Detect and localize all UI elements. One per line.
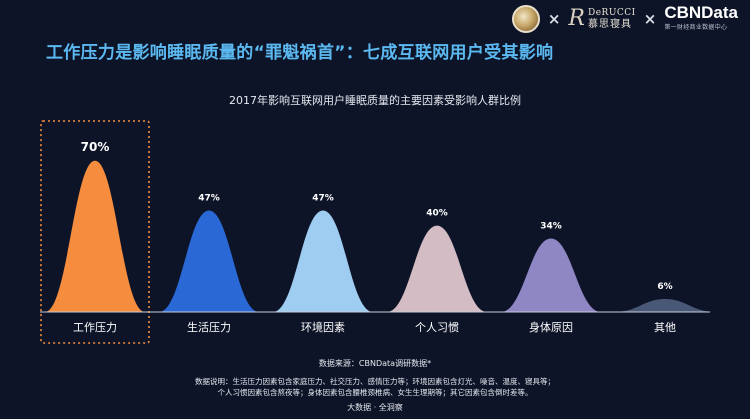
derucci-logo: R DeRUCCI 慕思寝具 (568, 6, 636, 31)
bell-shape (387, 225, 487, 312)
cbndata-logo-main: CBNData (664, 3, 738, 22)
bell-shape (159, 210, 259, 312)
partner-logos: × R DeRUCCI 慕思寝具 × CBNData 第一财经商业数据中心 (511, 4, 738, 34)
logo-separator: × (547, 10, 561, 28)
value-label: 34% (540, 222, 562, 232)
category-label: 生活压力 (187, 320, 231, 334)
category-label: 身体原因 (529, 320, 573, 334)
data-note-line2: 个人习惯因素包含熬夜等；身体因素包含腰椎颈椎病、女生生理期等；其它因素包含倒时差… (217, 388, 533, 397)
page-headline: 工作压力是影响睡眠质量的“罪魁祸首”：七成互联网用户受其影响 (46, 43, 554, 63)
derucci-r-icon: R (568, 6, 585, 31)
logo-separator: × (643, 10, 657, 28)
category-label: 个人习惯 (415, 320, 459, 334)
highlight-box (40, 120, 150, 344)
bell-shape (45, 160, 145, 312)
data-source: 数据来源：CBNData调研数据* (318, 359, 432, 368)
value-label: 6% (657, 282, 672, 292)
category-label: 环境因素 (301, 320, 345, 334)
seal-logo-icon (511, 5, 540, 33)
derucci-logo-cn: 慕思寝具 (588, 19, 632, 30)
value-label: 47% (312, 193, 334, 203)
derucci-logo-en: DeRUCCI (588, 8, 636, 18)
value-label: 40% (426, 209, 448, 219)
category-label: 工作压力 (73, 321, 117, 334)
cbndata-logo: CBNData 第一财经商业数据中心 (664, 4, 738, 34)
value-label: 70% (81, 140, 110, 154)
value-label: 47% (198, 193, 220, 203)
bell-shape (615, 299, 715, 312)
cbndata-logo-sub: 第一财经商业数据中心 (664, 24, 728, 31)
bell-shape (273, 210, 373, 312)
chart-title: 2017年影响互联网用户睡眠质量的主要因素受影响人群比例 (229, 94, 521, 107)
data-note-line1: 数据说明：生活压力因素包含家庭压力、社交压力、感情压力等；环境因素包含灯光、噪音… (195, 377, 555, 386)
brand-slogan: 大数据 · 全洞察 (347, 403, 403, 412)
bell-shape (501, 238, 601, 312)
category-label: 其他 (654, 321, 676, 334)
